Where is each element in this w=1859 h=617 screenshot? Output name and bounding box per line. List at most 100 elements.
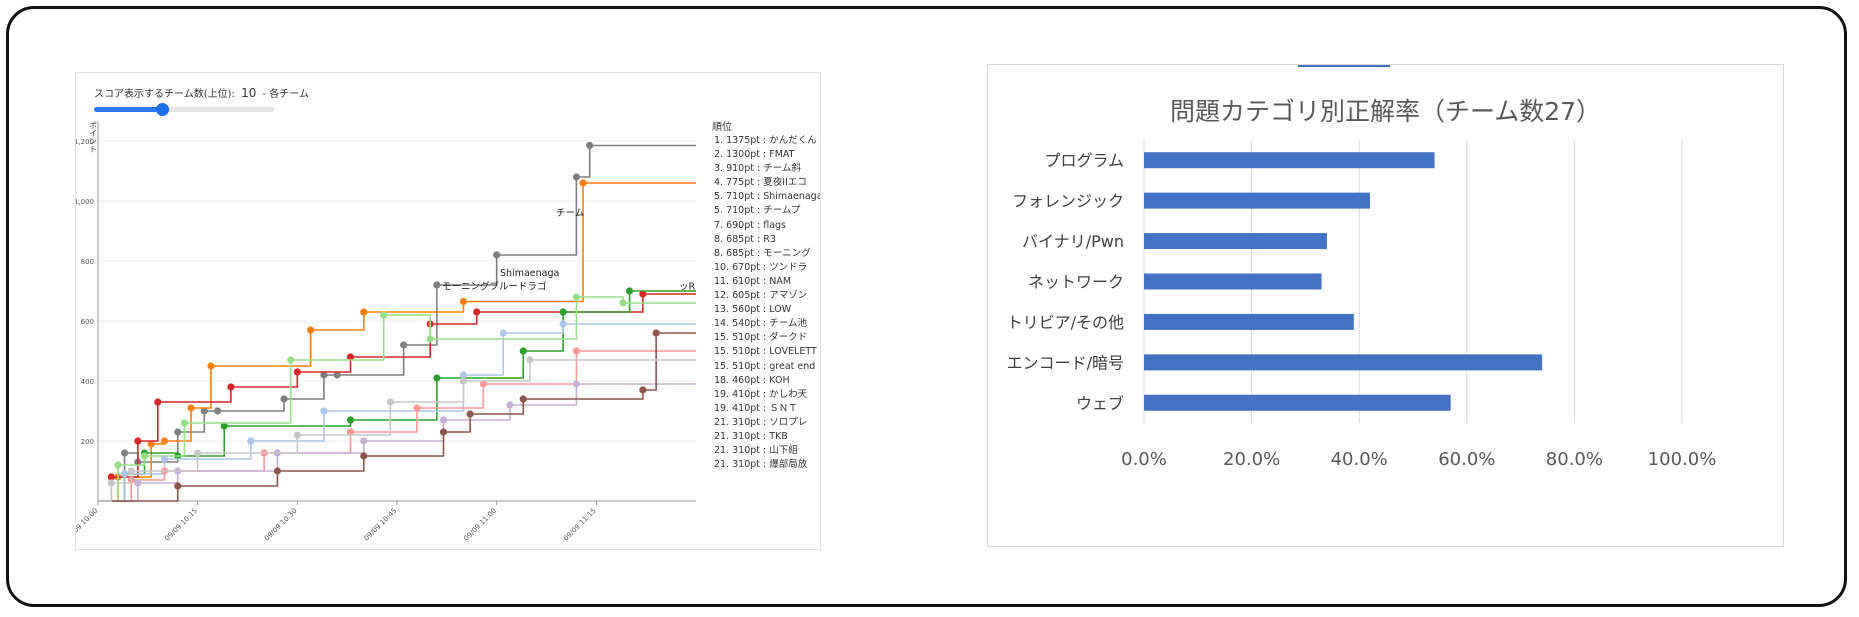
category-label: プログラム <box>1044 151 1124 170</box>
data-point <box>433 374 441 382</box>
data-point <box>247 437 255 445</box>
slider-value: 10 <box>241 86 257 100</box>
data-point <box>652 329 660 337</box>
data-point <box>200 407 208 415</box>
data-point <box>346 428 355 436</box>
legend-entry: 8. 685pt : R3 <box>714 233 776 245</box>
series-line <box>98 296 696 502</box>
category-label: ウェブ <box>1076 394 1124 413</box>
y-axis-label: ポイント <box>89 121 98 153</box>
data-point <box>526 356 534 364</box>
data-point <box>386 398 394 406</box>
data-point <box>114 461 122 469</box>
y-tick-label: 1,200 <box>76 138 94 146</box>
y-tick-label: 800 <box>81 258 94 266</box>
data-point <box>127 467 135 475</box>
bar <box>1144 394 1451 411</box>
team-count-slider[interactable] <box>94 103 274 116</box>
legend-entry: 21. 310pt : TKB <box>714 430 788 442</box>
series-line <box>98 383 696 502</box>
data-point <box>639 290 647 298</box>
data-point <box>320 407 328 415</box>
data-point <box>207 362 215 370</box>
data-point <box>413 404 421 412</box>
data-point <box>134 479 142 487</box>
category-chart-panel: 問題カテゴリ別正解率（チーム数27） 0.0% 20.0% 40.0% 60.0% 80… <box>987 64 1784 547</box>
series-5 <box>98 293 696 502</box>
data-point <box>160 437 169 445</box>
series-line <box>98 350 696 502</box>
slider-suffix: - 各チーム <box>262 89 310 100</box>
data-point <box>506 401 514 409</box>
bar <box>1144 273 1322 290</box>
slider-thumb[interactable] <box>156 103 170 116</box>
data-point <box>360 452 368 460</box>
data-point <box>380 311 388 319</box>
data-point <box>307 326 315 334</box>
series-4 <box>98 287 696 502</box>
screenshot-frame: スコア表示するチーム数(上位): 10 - 各チーム ポイント 200 400 600… <box>6 6 1847 607</box>
bar <box>1144 152 1435 169</box>
series-line <box>98 182 696 502</box>
legend-entry: 2. 1300pt : FMAT <box>714 149 795 161</box>
data-point <box>120 470 129 478</box>
data-point <box>154 398 162 406</box>
slider-label: スコア表示するチーム数(上位): 10 - 各チーム <box>94 85 309 100</box>
legend-entry: 21. 310pt : 山下組 <box>714 445 798 457</box>
annotation-team: チーム <box>556 208 584 219</box>
series-line <box>98 293 696 502</box>
data-point <box>493 251 501 259</box>
data-point <box>639 386 647 394</box>
x-tick-label: 09/09 10:00 <box>76 507 99 543</box>
legend-entry: 13. 560pt : LOW <box>714 304 792 316</box>
data-point <box>140 452 149 460</box>
data-point <box>187 404 195 412</box>
data-point <box>572 380 580 388</box>
accent-mark <box>1298 65 1390 67</box>
legend-entry: 15. 510pt : great end <box>714 360 816 372</box>
data-point <box>227 383 235 391</box>
x-tick-label: 40.0% <box>1331 449 1388 470</box>
data-point <box>459 377 468 385</box>
series-6 <box>98 320 696 502</box>
bar <box>1144 233 1327 250</box>
data-point <box>214 407 222 415</box>
x-tick-label: 09/09 10:45 <box>363 507 399 543</box>
data-point <box>473 308 481 316</box>
series-8 <box>98 380 696 502</box>
y-tick-label: 1,000 <box>76 198 94 206</box>
data-point <box>333 371 341 379</box>
data-point <box>273 467 281 475</box>
annotation-r: ッR <box>679 282 696 293</box>
series-2 <box>98 179 696 502</box>
series-line <box>98 290 696 502</box>
category-label: バイナリ/Pwn <box>1022 232 1124 251</box>
data-point <box>459 297 468 306</box>
y-tick-label: 400 <box>81 378 94 386</box>
data-point <box>360 308 368 316</box>
slider-label-text: スコア表示するチーム数(上位): <box>94 89 235 100</box>
legend-entry: 5. 710pt : チームプ <box>714 205 801 217</box>
data-point <box>559 308 567 316</box>
legend-entry: 21. 310pt : 爆部局放 <box>714 459 808 471</box>
legend-entry: 1. 1375pt : かんだくん <box>714 135 817 146</box>
series-10 <box>98 356 696 502</box>
data-point <box>147 440 155 448</box>
legend-entry: 21. 310pt : ソロプレ <box>714 416 808 428</box>
bar <box>1144 354 1543 371</box>
data-point <box>180 419 188 427</box>
bar <box>1144 313 1354 330</box>
data-point <box>174 428 182 436</box>
score-chart: ポイント 200 400 600 800 1,000 1,200 09/09 10:00 09/… <box>76 121 696 543</box>
data-point <box>586 141 594 150</box>
legend-entry: 11. 610pt : NAM <box>714 275 792 287</box>
ranking-legend: 1. 1375pt : かんだくん 2. 1300pt : FMAT 3. 910p… <box>714 134 820 472</box>
data-point <box>572 293 580 301</box>
scoreboard-panel: スコア表示するチーム数(上位): 10 - 各チーム ポイント 200 400 600… <box>75 72 821 550</box>
data-point <box>579 179 587 187</box>
data-point <box>107 479 115 487</box>
legend-title: 順位 <box>712 122 732 133</box>
x-tick-label: 09/09 11:00 <box>462 507 498 543</box>
data-point <box>426 335 434 343</box>
data-point <box>625 287 634 295</box>
